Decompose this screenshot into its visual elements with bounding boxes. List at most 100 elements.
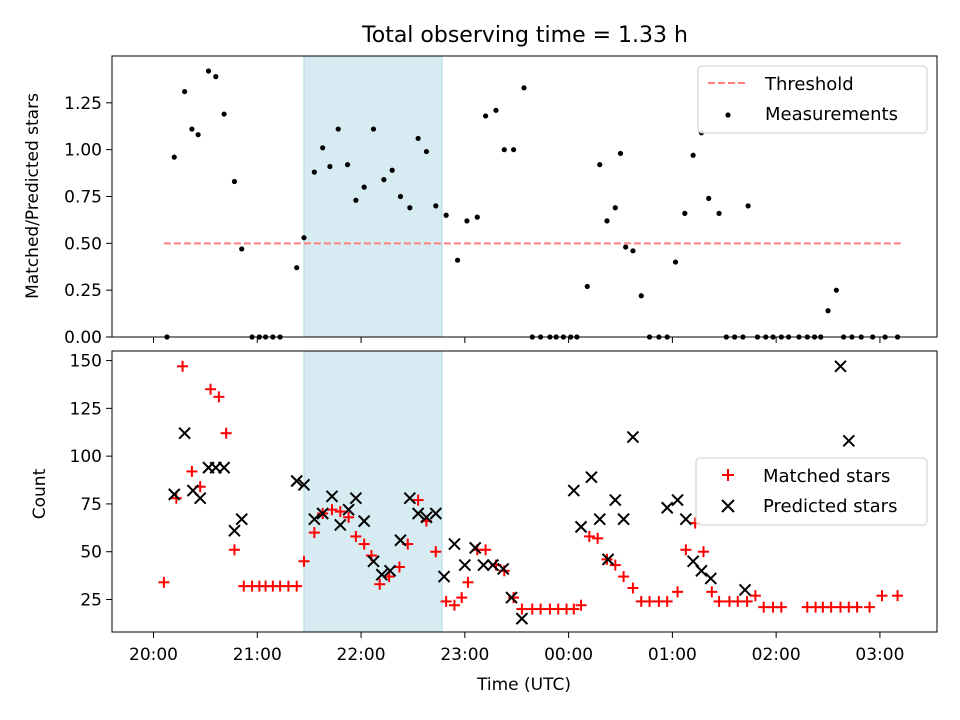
predicted-star-marker: [420, 511, 433, 524]
predicted-star-marker: [601, 553, 615, 566]
legend-matched-label: Matched stars: [763, 466, 890, 487]
predicted-star-marker: [308, 513, 321, 526]
cross-b: [738, 583, 752, 597]
x-tick-label: 22:00: [337, 645, 386, 665]
predicted-star-marker: [297, 478, 311, 492]
matched-star-marker: [462, 576, 474, 588]
top-x-ticks: [153, 337, 881, 343]
cross-b: [574, 520, 588, 534]
cross-b: [477, 558, 490, 572]
measurement-point: [716, 210, 722, 216]
matched-star-marker: [158, 576, 170, 588]
measurement-point: [454, 257, 461, 263]
cross-b: [375, 568, 389, 581]
measurement-point: [182, 88, 188, 95]
measurement-point: [423, 148, 430, 155]
matched-star-marker: [298, 555, 310, 567]
predicted-star-marker: [168, 488, 181, 501]
measurement-point: [335, 126, 341, 132]
cross-b: [349, 491, 363, 505]
predicted-star-marker: [228, 524, 241, 537]
chart-title: Total observing time = 1.33 h: [361, 23, 688, 48]
matched-star-marker: [583, 530, 595, 542]
matched-star-marker: [876, 590, 888, 602]
y-tick-label: 1.25: [64, 94, 102, 114]
cross-b: [515, 612, 529, 625]
measurement-point: [370, 126, 377, 132]
matched-star-marker: [291, 580, 303, 592]
cross-b: [217, 461, 231, 474]
matched-star-marker: [213, 391, 225, 403]
cross-b: [178, 426, 191, 440]
cross-b: [297, 478, 311, 492]
measurement-point: [612, 205, 618, 211]
cross-b: [448, 537, 461, 551]
measurement-point: [706, 195, 712, 201]
cross-b: [168, 488, 181, 501]
y-tick-label: 50: [80, 543, 102, 563]
cross-b: [626, 430, 640, 444]
matched-star-marker: [177, 360, 189, 372]
cross-b: [679, 513, 693, 526]
matched-star-marker: [343, 511, 355, 523]
x-tick-label: 03:00: [855, 645, 904, 665]
matched-star-marker: [508, 592, 520, 604]
matched-star-marker: [228, 544, 240, 556]
matched-star-marker: [170, 492, 182, 504]
predicted-star-marker: [411, 507, 425, 520]
matched-star-marker: [334, 506, 346, 518]
predicted-star-marker: [842, 434, 855, 448]
legend-measurements-swatch: [725, 112, 731, 118]
cross-b: [394, 534, 407, 547]
cross-b: [334, 518, 347, 532]
measurement-point: [501, 147, 507, 153]
predicted-star-marker: [660, 501, 674, 514]
legend-measurements-label: Measurements: [765, 104, 898, 125]
measurement-point: [397, 193, 404, 200]
measurement-point: [189, 126, 195, 132]
matched-star-marker: [326, 504, 338, 516]
top-y-ticks: 0.00 0.25 0.50 0.75 1.00 1.25: [64, 94, 112, 348]
y-tick-label: 0.25: [64, 281, 102, 301]
bottom-legend: Matched stars Predicted stars: [695, 457, 928, 526]
predicted-star-marker: [617, 513, 630, 526]
y-tick-label: 100: [70, 447, 102, 467]
measurement-point: [638, 293, 644, 299]
star-count-points: [158, 360, 904, 625]
cross-b: [290, 474, 303, 488]
matched-star-marker: [758, 601, 770, 613]
predicted-star-marker: [609, 493, 622, 507]
x-tick-label: 00:00: [544, 645, 593, 665]
cross-b: [235, 513, 248, 526]
top-y-axis-label: Matched/Predicted stars: [23, 93, 43, 299]
measurement-point: [623, 244, 629, 250]
predicted-star-marker: [217, 461, 231, 474]
measurement-point: [672, 259, 679, 265]
matched-star-marker: [592, 532, 604, 544]
legend-predicted-swatch: [721, 499, 735, 513]
measurement-point: [433, 203, 439, 209]
predicted-star-marker: [448, 537, 461, 551]
predicted-star-marker: [394, 534, 407, 547]
predicted-star-marker: [437, 570, 451, 583]
predicted-star-marker: [567, 484, 580, 497]
predicted-star-marker: [574, 520, 588, 534]
cross-b: [420, 511, 433, 524]
predicted-star-marker: [342, 503, 355, 516]
predicted-star-marker: [695, 564, 708, 578]
cross-b: [403, 491, 417, 505]
predicted-star-marker: [585, 470, 598, 484]
cross-b: [228, 524, 241, 537]
cross-b: [429, 507, 442, 520]
matched-star-marker: [851, 601, 863, 613]
cross-b: [609, 493, 622, 507]
matched-star-marker: [205, 383, 217, 395]
measurement-point: [584, 283, 590, 290]
measurement-point: [482, 113, 489, 119]
measurement-point: [511, 147, 517, 153]
cross-b: [686, 555, 700, 568]
measurement-point: [213, 74, 219, 80]
top-legend: Threshold Measurements: [697, 65, 928, 134]
cross-b: [660, 501, 674, 514]
predicted-star-marker: [375, 568, 389, 581]
